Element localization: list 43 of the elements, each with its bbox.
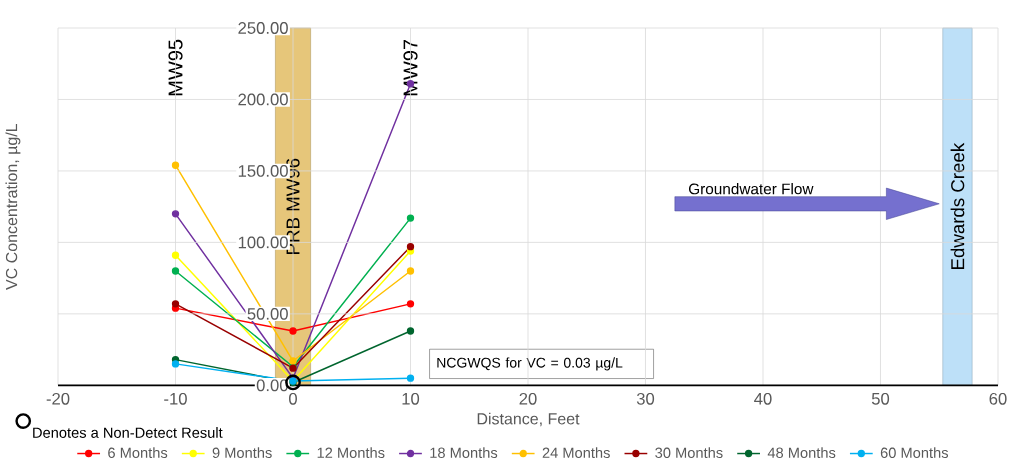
- x-tick-label: 30: [636, 392, 655, 405]
- band-label: Edwards Creek: [950, 142, 965, 269]
- x-tick-label: 60: [989, 392, 1007, 405]
- point: [406, 214, 415, 222]
- point: [289, 357, 297, 365]
- legend-label: 24 Months: [542, 447, 610, 458]
- point: [171, 251, 180, 259]
- point: [406, 300, 415, 308]
- point: [289, 327, 297, 335]
- legend-label: 48 Months: [767, 447, 836, 458]
- legend-label: 6 Months: [108, 447, 168, 458]
- legend-label: 60 Months: [880, 447, 949, 458]
- annotation: Groundwater Flow: [689, 182, 814, 195]
- point: [406, 267, 415, 275]
- legend-label: 30 Months: [655, 447, 723, 458]
- x-tick-label: 20: [519, 392, 537, 405]
- legend-label: 18 Months: [430, 447, 498, 458]
- annotation: NCGWQS for VC = 0.03 µg/L: [437, 357, 623, 371]
- point: [171, 209, 180, 218]
- annotation: MW95: [168, 39, 183, 95]
- x-axis-title: Distance, Feet: [477, 412, 580, 427]
- point: [171, 161, 180, 169]
- y-tick-label: 250.00: [238, 21, 288, 34]
- x-tick-label: 10: [402, 392, 420, 405]
- y-axis-title: VC Concentration, µg/L: [5, 123, 21, 290]
- text: Denotes a Non-Detect Result: [33, 426, 223, 438]
- point: [171, 360, 180, 368]
- y-tick-label: 50.00: [247, 307, 288, 320]
- x-tick-label: 50: [871, 392, 890, 405]
- x-tick-label: -20: [46, 392, 70, 405]
- point: [406, 327, 415, 335]
- x-tick-label: 40: [754, 392, 772, 405]
- y-tick-label: 150.00: [238, 164, 288, 177]
- point: [171, 300, 180, 308]
- point: [406, 242, 415, 251]
- y-tick-label: 100.00: [238, 236, 288, 249]
- x-tick-label: 0: [289, 392, 297, 405]
- x-tick-label: -10: [164, 392, 187, 405]
- y-tick-label: 200.00: [238, 93, 288, 106]
- legend-label: 9 Months: [212, 447, 272, 458]
- legend-label: 12 Months: [317, 447, 385, 458]
- point: [406, 374, 415, 382]
- point: [171, 267, 180, 275]
